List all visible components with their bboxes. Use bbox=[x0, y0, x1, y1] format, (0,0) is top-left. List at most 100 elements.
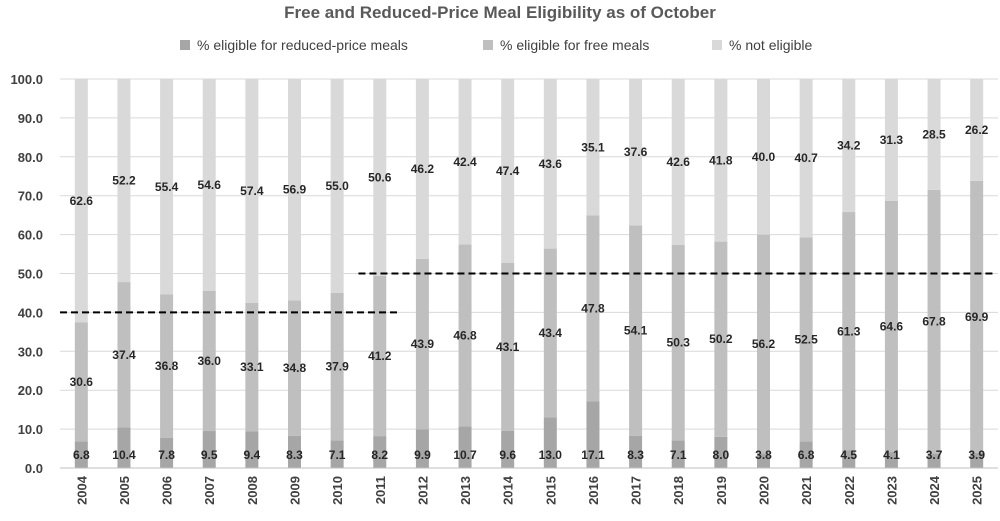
x-tick-label: 2008 bbox=[245, 476, 260, 505]
data-label: 35.1 bbox=[581, 140, 605, 154]
bar-segment bbox=[117, 79, 131, 283]
x-tick-label: 2005 bbox=[117, 476, 132, 505]
x-tick-label: 2023 bbox=[884, 476, 899, 505]
bar-segment bbox=[586, 215, 600, 402]
data-label: 42.6 bbox=[667, 155, 691, 169]
bar-segment bbox=[884, 200, 898, 453]
y-tick-label: 60.0 bbox=[18, 228, 43, 243]
data-label: 50.2 bbox=[709, 332, 733, 346]
bar-segment bbox=[160, 79, 174, 295]
data-label: 47.4 bbox=[496, 164, 520, 178]
x-tick-label: 2010 bbox=[330, 476, 345, 505]
data-label: 34.8 bbox=[283, 361, 307, 375]
bar-segment bbox=[543, 79, 557, 249]
data-label: 37.9 bbox=[325, 360, 349, 374]
bar-segment bbox=[927, 189, 941, 454]
bar-segment bbox=[799, 441, 813, 468]
x-tick-label: 2016 bbox=[586, 476, 601, 505]
data-label: 17.1 bbox=[581, 448, 605, 462]
y-tick-label: 30.0 bbox=[18, 344, 43, 359]
data-label: 10.7 bbox=[453, 448, 477, 462]
bar-segment bbox=[373, 436, 387, 468]
bar-segment bbox=[330, 79, 344, 293]
bar-segment bbox=[884, 452, 898, 468]
bar-segment bbox=[245, 79, 259, 303]
bar-segment bbox=[202, 78, 216, 292]
bar-segment bbox=[415, 258, 429, 430]
bar-segment bbox=[415, 429, 429, 468]
bar-segment bbox=[458, 426, 472, 468]
bar-segment bbox=[757, 79, 770, 235]
x-tick-label: 2011 bbox=[373, 476, 388, 504]
data-label: 43.6 bbox=[539, 157, 563, 171]
bar-segment bbox=[586, 401, 600, 468]
bar-segment bbox=[245, 431, 259, 468]
reference-lines bbox=[60, 272, 996, 314]
legend-swatch bbox=[483, 40, 493, 50]
legend-swatch bbox=[180, 40, 190, 50]
data-label: 46.2 bbox=[411, 162, 435, 176]
data-label: 64.6 bbox=[880, 319, 904, 333]
data-label: 33.1 bbox=[240, 360, 264, 374]
bar-segment bbox=[799, 79, 813, 238]
bar-segment bbox=[842, 79, 856, 213]
bar-segment bbox=[927, 79, 941, 190]
x-tick-label: 2014 bbox=[501, 475, 516, 505]
data-label: 40.7 bbox=[794, 151, 818, 165]
data-label: 43.4 bbox=[539, 326, 563, 340]
data-label: 13.0 bbox=[539, 448, 563, 462]
bar-segment bbox=[543, 417, 557, 468]
y-tick-label: 80.0 bbox=[18, 150, 43, 165]
x-axis: 2004 2005 2006 2007 2008 2009 2010 2011 2012 2013… bbox=[60, 467, 998, 505]
data-label: 26.2 bbox=[965, 123, 989, 137]
bar-segment bbox=[757, 234, 770, 454]
x-tick-label: 2004 bbox=[74, 475, 89, 505]
y-tick-label: 40.0 bbox=[18, 305, 43, 320]
data-label: 7.8 bbox=[158, 448, 175, 462]
data-label: 54.1 bbox=[624, 323, 648, 337]
data-label: 34.2 bbox=[837, 139, 861, 153]
y-tick-label: 0.0 bbox=[25, 461, 43, 476]
data-label: 57.4 bbox=[240, 184, 264, 198]
data-label: 9.9 bbox=[414, 448, 431, 462]
legend-label: % eligible for free meals bbox=[500, 37, 649, 53]
bar-segment bbox=[288, 300, 301, 436]
x-tick-label: 2007 bbox=[202, 476, 217, 505]
x-tick-label: 2022 bbox=[842, 476, 857, 505]
x-tick-label: 2020 bbox=[757, 476, 772, 505]
bar-segment bbox=[970, 79, 984, 181]
data-label: 3.9 bbox=[968, 448, 985, 462]
x-tick-label: 2024 bbox=[927, 475, 942, 505]
data-label: 43.9 bbox=[411, 337, 435, 351]
bar-segment bbox=[458, 79, 472, 245]
bar-segment bbox=[117, 282, 131, 428]
bar-segment bbox=[714, 79, 728, 242]
data-label: 30.6 bbox=[70, 375, 94, 389]
x-tick-label: 2025 bbox=[970, 476, 985, 505]
x-tick-label: 2021 bbox=[799, 476, 814, 505]
data-label: 3.8 bbox=[755, 448, 772, 462]
legend-label: % eligible for reduced-price meals bbox=[197, 37, 408, 53]
bar-segment bbox=[714, 241, 728, 437]
data-label: 3.7 bbox=[926, 448, 943, 462]
bar-segment bbox=[373, 79, 387, 276]
y-tick-label: 70.0 bbox=[18, 189, 43, 204]
bar-segment bbox=[330, 440, 344, 468]
x-tick-label: 2019 bbox=[714, 476, 729, 505]
bar-segment bbox=[415, 79, 429, 259]
bar-segment bbox=[970, 452, 984, 468]
bar-segment bbox=[117, 427, 131, 468]
bar-segment bbox=[629, 225, 643, 436]
bar-segment bbox=[970, 180, 984, 453]
data-label: 6.8 bbox=[798, 448, 815, 462]
bar-segment bbox=[74, 322, 88, 442]
data-label: 47.8 bbox=[581, 302, 605, 316]
bar-segment bbox=[202, 431, 216, 468]
x-tick-label: 2012 bbox=[415, 476, 430, 505]
data-label: 31.3 bbox=[880, 133, 904, 147]
data-label: 50.6 bbox=[368, 170, 392, 184]
data-label: 55.4 bbox=[155, 180, 179, 194]
data-label: 41.8 bbox=[709, 153, 733, 167]
bar-segment bbox=[501, 262, 515, 431]
chart-title: Free and Reduced-Price Meal Eligibility … bbox=[284, 3, 716, 22]
